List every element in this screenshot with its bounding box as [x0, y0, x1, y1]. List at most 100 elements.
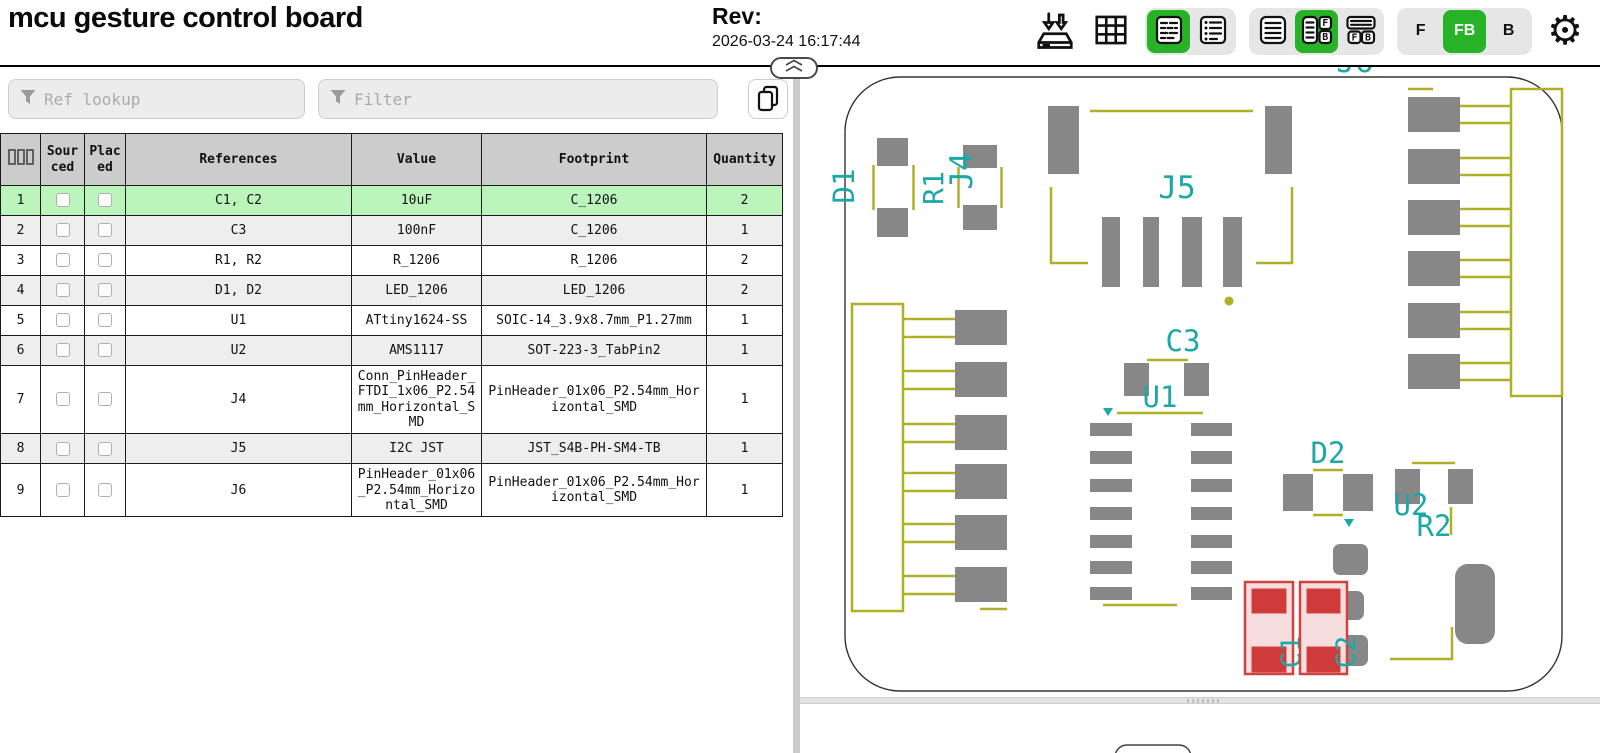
row-number: 9 [0, 463, 41, 518]
references-cell: J6 [125, 463, 352, 518]
quantity-cell: 2 [706, 185, 783, 216]
ref-lookup-input[interactable] [44, 89, 294, 109]
bom-table: Sourced Placed References Value Footprin… [0, 133, 783, 518]
placed-checkbox[interactable] [98, 193, 112, 208]
sourced-checkbox[interactable] [55, 392, 70, 407]
canvas-splitter[interactable] [800, 697, 1600, 704]
layout-bom-only-button[interactable] [1251, 10, 1294, 53]
placed-checkbox[interactable] [98, 441, 112, 456]
placed-checkbox[interactable] [98, 283, 112, 298]
bom-grouped-icon [1153, 13, 1185, 50]
quantity-cell: 1 [706, 335, 783, 366]
chevrons-up-icon [779, 58, 809, 79]
svg-text:D2: D2 [1311, 436, 1346, 470]
references-header[interactable]: References [125, 133, 352, 186]
quantity-cell: 2 [706, 245, 783, 276]
placed-checkbox[interactable] [98, 343, 112, 358]
copy-icon [755, 84, 781, 115]
svg-text:R1: R1 [917, 171, 950, 205]
layer-front-button[interactable]: F [1399, 10, 1442, 53]
quantity-header[interactable]: Quantity [706, 133, 783, 186]
pcb-component-j6[interactable]: J6 [1336, 67, 1564, 398]
bom-row[interactable]: 4 D1, D2 LED_1206 LED_1206 2 [0, 275, 783, 306]
row-number: 2 [0, 215, 41, 246]
sourced-checkbox[interactable] [55, 313, 70, 328]
layout-top-bottom-button[interactable]: F B [1339, 10, 1382, 53]
sourced-checkbox[interactable] [55, 441, 70, 456]
pcb-component-c3[interactable]: C3 [1124, 324, 1209, 396]
value-cell: R_1206 [351, 245, 482, 276]
pcb-component-c2-highlighted[interactable]: C2 [1298, 580, 1362, 676]
quantity-cell: 1 [706, 433, 783, 465]
svg-text:D1: D1 [827, 169, 861, 204]
funnel-icon [19, 89, 37, 110]
pcb-component-r1[interactable]: R1 J4 [917, 145, 1003, 230]
svg-text:J6: J6 [1336, 67, 1373, 80]
rev-label: Rev: [712, 3, 762, 29]
bom-ungrouped-icon [1197, 13, 1229, 50]
settings-button[interactable]: ⚙ [1545, 9, 1585, 53]
front-canvas[interactable]: D1 R1 J4 [800, 67, 1600, 697]
funnel-icon [329, 89, 347, 110]
sourced-header[interactable]: Sourced [40, 133, 85, 186]
panel-splitter[interactable] [793, 67, 800, 753]
sourced-checkbox[interactable] [55, 283, 70, 298]
row-number: 4 [0, 275, 41, 306]
pcb-component-u1[interactable]: U1 [1090, 380, 1232, 607]
value-cell: ATtiny1624-SS [351, 305, 482, 336]
placed-checkbox[interactable] [98, 313, 112, 328]
svg-text:J5: J5 [1158, 170, 1195, 206]
bom-row[interactable]: 7 J4 Conn_PinHeader_FTDI_1x06_P2.54mm_Ho… [0, 364, 783, 435]
layout-left-right-button[interactable]: F B [1295, 9, 1339, 53]
svg-text:B: B [1365, 32, 1371, 43]
back-board-outline [1114, 744, 1192, 753]
rev-timestamp: 2026-03-24 16:17:44 [712, 33, 861, 50]
pcb-component-r2[interactable] [1395, 461, 1473, 535]
layer-back-button[interactable]: B [1487, 10, 1530, 53]
bom-row[interactable]: 3 R1, R2 R_1206 R_1206 2 [0, 245, 783, 276]
svg-text:C3: C3 [1166, 324, 1201, 358]
pcb-component-j4[interactable] [850, 302, 1007, 613]
layer-front-back-button[interactable]: FB [1443, 9, 1487, 53]
sourced-checkbox[interactable] [55, 253, 70, 268]
bom-row[interactable]: 5 U1 ATtiny1624-SS SOIC-14_3.9x8.7mm_P1.… [0, 305, 783, 336]
splitter-top-handle[interactable] [770, 57, 818, 79]
pcb-component-j5[interactable]: J5 [1048, 106, 1294, 306]
pcb-component-d1[interactable]: D1 [827, 138, 915, 237]
bom-view-grouped-button[interactable] [1147, 9, 1191, 53]
placed-checkbox[interactable] [98, 253, 112, 268]
bom-row[interactable]: 6 U2 AMS1117 SOT-223-3_TabPin2 1 [0, 335, 783, 366]
row-number: 5 [0, 305, 41, 336]
sourced-checkbox[interactable] [55, 483, 70, 498]
sourced-checkbox[interactable] [55, 193, 70, 208]
placed-checkbox[interactable] [98, 223, 112, 238]
value-header[interactable]: Value [351, 133, 482, 186]
canvas-layer-group: F FB B [1397, 7, 1533, 55]
pcb-component-d2[interactable]: D2 [1283, 436, 1373, 517]
bom-view-group [1145, 7, 1237, 55]
sourced-checkbox[interactable] [55, 223, 70, 238]
footprint-header[interactable]: Footprint [481, 133, 707, 186]
bom-row[interactable]: 2 C3 100nF C_1206 1 [0, 215, 783, 246]
back-canvas[interactable] [800, 704, 1600, 753]
bom-view-ungrouped-button[interactable] [1191, 10, 1234, 53]
placed-checkbox[interactable] [98, 483, 112, 498]
filter-input[interactable] [354, 89, 707, 109]
placed-checkbox[interactable] [98, 392, 112, 407]
bom-row[interactable]: 8 J5 I2C JST JST_S4B-PH-SM4-TB 1 [0, 433, 783, 465]
column-select-header[interactable] [0, 133, 41, 186]
svg-text:B: B [1322, 32, 1328, 43]
sourced-checkbox[interactable] [55, 343, 70, 358]
bom-row[interactable]: 1 C1, C2 10uF C_1206 2 [0, 185, 783, 216]
footprint-cell: LED_1206 [481, 275, 707, 306]
placed-header[interactable]: Placed [84, 133, 126, 186]
stats-table-icon [1092, 10, 1130, 53]
bom-row[interactable]: 9 J6 PinHeader_01x06_P2.54mm_Horizontal_… [0, 463, 783, 518]
stats-pane-button[interactable] [1090, 10, 1132, 53]
copy-button[interactable] [748, 79, 788, 119]
save-settings-button[interactable] [1033, 8, 1077, 55]
svg-text:F: F [1351, 32, 1357, 43]
value-cell: Conn_PinHeader_FTDI_1x06_P2.54mm_Horizon… [351, 364, 482, 435]
import-export-settings-icon [1035, 8, 1075, 55]
quantity-cell: 2 [706, 275, 783, 306]
